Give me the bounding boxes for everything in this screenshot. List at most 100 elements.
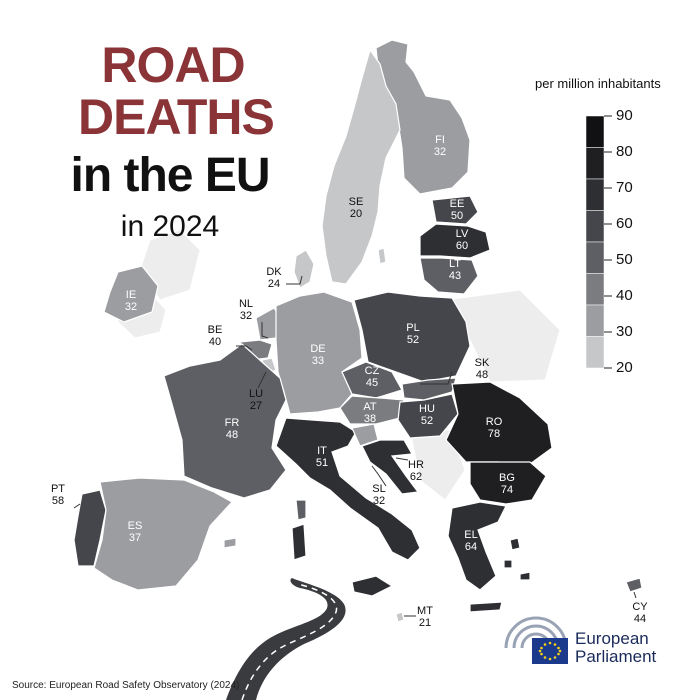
label-code-DE: DE (310, 343, 325, 355)
label-code-LU: LU (249, 388, 263, 400)
label-code-IE: IE (126, 289, 136, 301)
label-code-BG: BG (499, 472, 515, 484)
label-value-ES: 37 (129, 532, 141, 544)
label-code-MT: MT (417, 605, 433, 617)
label-code-EE: EE (450, 198, 465, 210)
legend-tick-label: 20 (616, 359, 633, 376)
country-ES[interactable] (93, 477, 233, 591)
title-line-deaths: DEATHS (78, 89, 275, 145)
ep-logo-icon (504, 616, 568, 664)
ep-logo-line2: Parliament (575, 647, 657, 666)
country-HR[interactable] (361, 439, 420, 495)
island-sardinia (291, 523, 307, 561)
label-code-LV: LV (456, 228, 469, 240)
label-value-DE: 33 (312, 355, 324, 367)
label-code-HU: HU (419, 403, 435, 415)
country-LT[interactable] (419, 257, 479, 295)
source-note: Source: European Road Safety Observatory… (12, 680, 240, 691)
country-MT[interactable] (395, 611, 405, 623)
label-value-HR: 62 (410, 471, 422, 483)
label-code-PT: PT (51, 483, 65, 495)
ep-logo-text: European Parliament (575, 630, 656, 666)
legend-ticks (604, 115, 612, 369)
label-value-SK: 48 (476, 369, 488, 381)
label-code-SK: SK (475, 357, 490, 369)
country-EL[interactable] (447, 501, 507, 591)
ep-logo-line1: European (575, 629, 649, 648)
leader-lines (73, 275, 637, 617)
label-value-IT: 51 (316, 457, 328, 469)
country-DK[interactable] (293, 249, 315, 289)
country-HU[interactable] (397, 393, 459, 439)
country-BG[interactable] (469, 461, 547, 505)
label-code-EL: EL (464, 529, 477, 541)
legend-swatch (585, 336, 605, 369)
label-value-FI: 32 (434, 146, 446, 158)
label-code-ES: ES (128, 520, 143, 532)
country-CZ[interactable] (341, 361, 403, 399)
label-code-FI: FI (435, 134, 445, 146)
label-value-HU: 52 (421, 415, 433, 427)
country-SI[interactable] (351, 423, 379, 447)
legend-tick-label: 50 (616, 251, 633, 268)
label-code-AT: AT (363, 401, 377, 413)
label-code-HR: HR (408, 459, 424, 471)
country-IE[interactable] (103, 265, 159, 323)
legend-title: per million inhabitants (535, 76, 661, 91)
country-LV[interactable] (419, 223, 491, 259)
country-SE[interactable] (321, 48, 401, 285)
country-FR[interactable] (163, 343, 287, 499)
label-value-LT: 43 (449, 270, 461, 282)
road-illustration (226, 578, 346, 700)
label-value-AT: 38 (364, 413, 376, 425)
eu-countries (73, 39, 643, 623)
label-value-EL: 64 (465, 541, 477, 553)
label-value-CY: 44 (634, 613, 646, 625)
country-PL[interactable] (353, 291, 471, 383)
label-code-BE: BE (208, 324, 223, 336)
label-code-LT: LT (449, 258, 461, 270)
country-CY[interactable] (625, 577, 643, 593)
label-code-PL: PL (406, 322, 419, 334)
label-value-SL: 32 (373, 495, 385, 507)
island-gotland (377, 247, 387, 265)
island-aegean (503, 537, 531, 581)
legend-tick-label: 40 (616, 287, 633, 304)
label-value-LU: 27 (250, 400, 262, 412)
country-EE[interactable] (431, 195, 479, 225)
legend-colorbar (585, 115, 605, 369)
legend-tick-label: 80 (616, 143, 633, 160)
legend-tick-label: 60 (616, 215, 633, 232)
label-code-SE: SE (349, 196, 364, 208)
island-corsica (295, 499, 307, 521)
label-value-MT: 21 (419, 617, 431, 629)
label-value-NL: 32 (240, 310, 252, 322)
legend-swatch (585, 273, 605, 306)
legend-tick-label: 30 (616, 323, 633, 340)
island-crete (469, 601, 503, 613)
title-line-year: in 2024 (120, 210, 220, 243)
